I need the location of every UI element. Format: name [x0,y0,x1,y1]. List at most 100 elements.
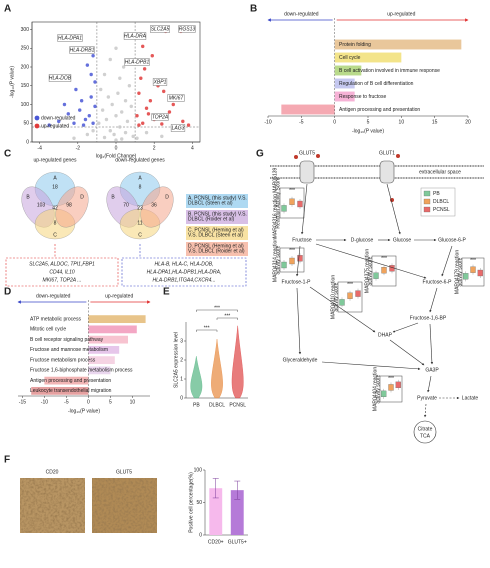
inset-y-label: MAR04375 reaction [364,249,370,293]
x-tick-label: 4 [191,145,194,151]
panel-letter: B [250,4,257,15]
point [131,134,135,139]
x-tick-label: -4 [37,145,42,151]
reaction-arrow [296,287,302,355]
point [118,125,122,129]
y-tick-label: 2 [180,357,183,363]
x-tick-label: 2 [153,145,156,151]
x-tick-label: DLBCL [209,402,225,408]
legend-label: DLBCL [433,199,449,205]
point [127,84,132,88]
gene-label: TOP2A [152,114,169,120]
y-tick-label: 300 [21,27,30,33]
category-label: Fructose 1,6-biphosphate metabolism proc… [30,368,133,374]
metabolite: DHAP [378,332,393,338]
venn-count: 42 [52,205,58,211]
point [110,102,114,107]
label-box [57,34,83,42]
metabolite: Lactate [462,395,479,401]
bar [334,91,355,102]
point [150,54,154,58]
micrograph-texture [92,478,157,533]
box [470,266,476,273]
gene-list: HLA-B, HLA-C, HLA-DOB, [155,261,214,267]
label-box [69,46,95,54]
box [347,292,353,299]
bar [334,52,402,63]
y-tick-label: 100 [194,467,203,473]
metabolite: TCA [420,433,431,439]
venn-legend-text: V.S. DLBCL (Steen et al) [188,232,243,238]
label-box [167,94,185,102]
y-axis-label: -log₁₀(P value) [9,66,15,98]
point [102,72,107,77]
legend-label: PB [433,191,440,197]
gene-label: RGS13 [179,26,196,32]
significance: *** [381,256,387,262]
bar [44,376,89,385]
legend-swatch [34,123,40,129]
venn-count: 18 [52,184,58,190]
category-label: Response to fructose [339,94,386,100]
significance-bracket [216,317,238,320]
reaction-arrow [309,286,376,333]
x-tick-label: 20 [465,119,471,125]
inset-y-label: MAR04310 reaction [330,275,336,319]
bar [281,104,335,115]
significance: *** [347,282,353,288]
image-label: CD20 [46,469,59,475]
point [108,129,112,133]
metabolite: Fructose-1,6-BP [410,315,447,321]
venn-count: 8 [54,220,57,226]
venn-count: 11 [137,220,142,226]
venn-count: 98 [66,202,72,208]
point [91,121,95,125]
x-tick-label: 10 [399,119,405,125]
point [129,104,133,109]
header-down: down-regulated [284,11,319,17]
box [381,390,387,398]
header-up: up-regulated [105,293,133,299]
point [108,57,112,62]
point [167,110,172,114]
point [81,123,86,127]
gene-box-down [121,257,247,287]
point [114,114,118,118]
bar [31,386,89,395]
inset-y-label: activity score [275,245,281,274]
box [281,205,287,212]
bar [88,315,146,324]
x-tick-label: 10 [130,399,136,405]
gene-label: XBP1 [153,79,167,85]
point [162,89,166,94]
metabolite: GA3P [425,367,439,373]
point [87,114,91,118]
metabolite: Pyruvate [417,395,437,401]
venn-set-label: A [138,175,142,181]
gene-label: SLC2A5 [151,26,170,32]
reaction-arrow [315,243,427,279]
x-tick-label: -2 [76,145,81,151]
metabolite: Glucose-6-P [438,237,466,243]
violin [231,325,244,399]
point [91,129,95,133]
reaction-arrow [389,339,425,366]
venn-legend-box [186,242,248,256]
x-tick-label: 0 [333,119,336,125]
point [141,44,145,49]
reaction-arrow [441,245,453,277]
x-tick-label: 0 [115,145,118,151]
venn-legend-text: B. PCNSL (this study) V.S. [188,211,247,217]
metabolite: Glucose [393,237,412,243]
tca-cycle [413,420,437,444]
box [463,273,469,280]
gene-list: CD44, IL10 [49,269,75,275]
x-axis-label: -log₁₀(P value) [68,408,100,414]
bar [230,490,244,535]
point [89,72,93,77]
venn-title: down-regulated genes [115,157,165,163]
point [102,135,107,140]
gene-label: MKI67 [169,95,184,101]
point [120,110,124,114]
